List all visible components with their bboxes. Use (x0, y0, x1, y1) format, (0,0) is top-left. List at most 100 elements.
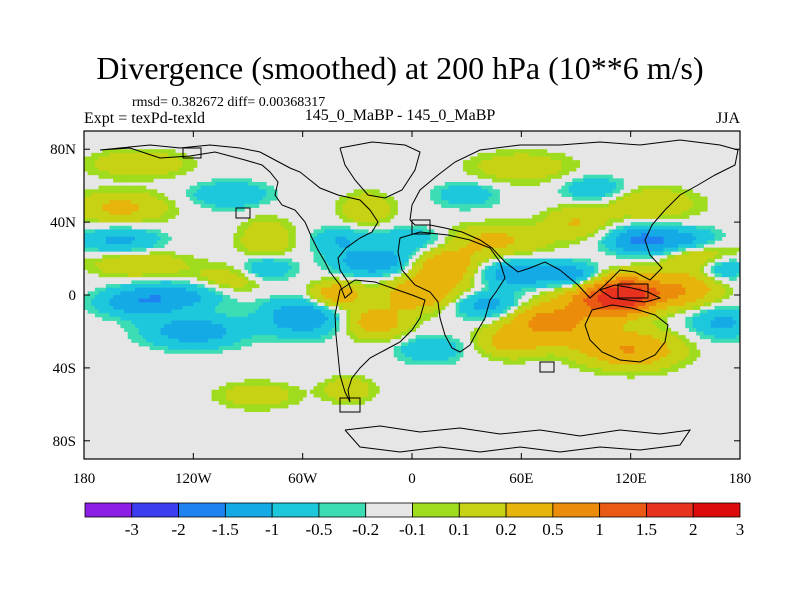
field-cell (422, 262, 427, 267)
field-cell (415, 287, 420, 292)
field-cell (659, 222, 664, 227)
field-cell (237, 302, 242, 307)
field-cell (120, 262, 125, 267)
field-cell (586, 203, 591, 208)
field-cell (364, 211, 369, 216)
field-cell (280, 225, 285, 230)
field-cell (463, 196, 468, 201)
field-cell (98, 243, 103, 249)
field-cell (244, 185, 249, 190)
field-cell (379, 284, 384, 289)
field-cell (131, 287, 136, 292)
field-cell (98, 233, 103, 238)
field-cell (459, 185, 464, 190)
field-cell (171, 152, 176, 157)
field-cell (524, 305, 530, 310)
field-cell (619, 287, 624, 292)
field-cell (342, 302, 347, 307)
field-cell (652, 192, 657, 197)
field-cell (273, 251, 278, 256)
field-cell (153, 218, 158, 223)
field-cell (215, 298, 220, 303)
field-cell (459, 200, 464, 205)
field-cell (393, 269, 398, 274)
field-cell (175, 302, 180, 307)
field-cell (262, 247, 267, 252)
field-cell (357, 192, 362, 197)
field-cell (248, 192, 253, 197)
field-cell (350, 302, 355, 307)
field-cell (229, 189, 234, 194)
field-cell (357, 298, 362, 303)
field-cell (688, 192, 694, 197)
field-cell (273, 269, 278, 274)
field-cell (586, 265, 591, 270)
field-cell (557, 284, 562, 289)
field-cell (565, 265, 570, 270)
field-cell (459, 287, 464, 292)
field-cell (699, 203, 704, 208)
field-cell (514, 156, 519, 161)
field-cell (597, 302, 602, 307)
field-cell (142, 163, 147, 168)
field-cell (663, 222, 668, 227)
field-cell (648, 273, 653, 278)
field-cell (535, 167, 540, 172)
field-cell (284, 265, 289, 270)
field-cell (506, 156, 511, 161)
field-cell (204, 298, 209, 303)
field-cell (251, 247, 256, 252)
field-cell (280, 240, 285, 245)
field-cell (135, 152, 140, 157)
field-cell (612, 302, 617, 307)
field-cell (87, 233, 92, 238)
field-cell (492, 298, 497, 303)
field-cell (331, 251, 336, 256)
field-cell (149, 287, 154, 292)
field-cell (124, 295, 129, 300)
field-cell (466, 269, 471, 274)
field-cell (124, 262, 129, 267)
field-cell (539, 276, 544, 281)
field-cell (532, 280, 537, 285)
field-cell (196, 309, 202, 314)
field-cell (492, 171, 497, 176)
field-cell (678, 287, 683, 292)
field-cell (667, 262, 672, 267)
field-cell (248, 222, 253, 227)
field-cell (167, 280, 172, 285)
field-cell (371, 229, 376, 234)
field-cell (237, 229, 242, 234)
field-cell (455, 273, 460, 278)
field-cell (641, 291, 646, 296)
field-cell (699, 243, 704, 249)
field-cell (521, 163, 526, 168)
field-cell (317, 305, 322, 310)
field-cell (102, 295, 107, 300)
field-cell (102, 233, 107, 238)
field-cell (492, 160, 497, 165)
field-cell (364, 200, 369, 205)
field-cell (492, 262, 497, 267)
field-cell (663, 280, 668, 285)
field-cell (583, 174, 588, 179)
field-cell (309, 287, 314, 292)
field-cell (463, 280, 468, 285)
field-cell (656, 203, 661, 208)
field-cell (470, 203, 475, 208)
field-cell (145, 309, 150, 314)
field-cell (557, 243, 562, 249)
field-cell (335, 262, 340, 267)
field-cell (605, 284, 610, 289)
field-cell (426, 273, 431, 278)
field-cell (670, 222, 675, 227)
field-cell (681, 251, 686, 256)
field-cell (135, 163, 140, 168)
field-cell (324, 295, 329, 300)
field-cell (463, 298, 468, 303)
field-cell (164, 262, 169, 267)
field-cell (171, 254, 176, 259)
field-cell (539, 214, 544, 219)
field-cell (422, 269, 427, 274)
field-cell (576, 192, 581, 197)
